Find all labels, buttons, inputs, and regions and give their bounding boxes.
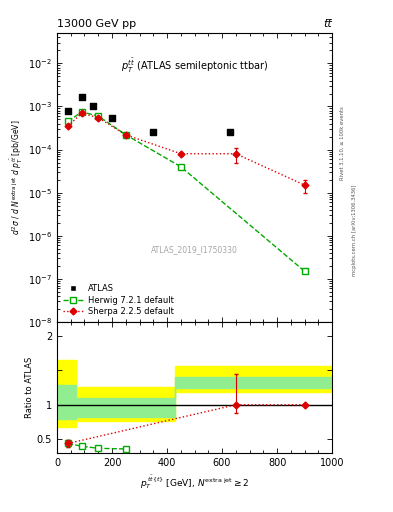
Point <box>109 114 115 122</box>
Point <box>79 93 85 101</box>
Point <box>227 129 233 137</box>
Y-axis label: $d^2\sigma\ /\ d\ N^{\mathrm{extra\ jet}}\ d\ p_T^{t\bar{t}}$ [pb/GeV]: $d^2\sigma\ /\ d\ N^{\mathrm{extra\ jet}… <box>9 120 25 236</box>
Text: tt̅: tt̅ <box>323 19 332 29</box>
Text: $p_T^{t\bar{t}}$ (ATLAS semileptonic ttbar): $p_T^{t\bar{t}}$ (ATLAS semileptonic ttb… <box>121 56 268 75</box>
Y-axis label: Ratio to ATLAS: Ratio to ATLAS <box>25 357 34 418</box>
Legend: ATLAS, Herwig 7.2.1 default, Sherpa 2.2.5 default: ATLAS, Herwig 7.2.1 default, Sherpa 2.2.… <box>61 283 175 318</box>
Point <box>150 129 156 137</box>
Text: 13000 GeV pp: 13000 GeV pp <box>57 19 136 29</box>
Text: ATLAS_2019_I1750330: ATLAS_2019_I1750330 <box>151 245 238 254</box>
Point <box>90 102 96 111</box>
X-axis label: $p_T^{\,t\bar{t}\{t\}}$ [GeV], $N^{\mathrm{extra\ jet}} \geq 2$: $p_T^{\,t\bar{t}\{t\}}$ [GeV], $N^{\math… <box>140 474 249 491</box>
Text: Rivet 3.1.10, ≥ 100k events: Rivet 3.1.10, ≥ 100k events <box>340 106 345 180</box>
Point <box>65 106 71 115</box>
Text: mcplots.cern.ch [arXiv:1306.3436]: mcplots.cern.ch [arXiv:1306.3436] <box>352 185 357 276</box>
